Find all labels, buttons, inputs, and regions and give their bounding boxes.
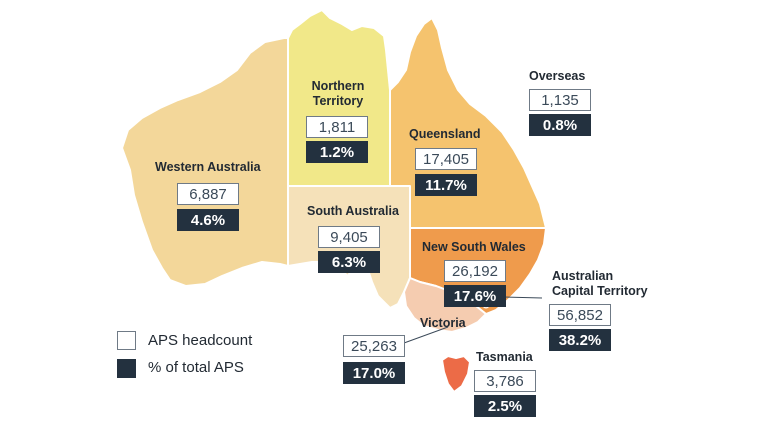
south-australia-headcount: 9,405	[318, 226, 380, 248]
queensland-percent: 11.7%	[415, 174, 477, 196]
tasmania-name: Tasmania	[476, 350, 533, 364]
northern-territory-name: Northern Territory	[311, 79, 365, 108]
overseas-headcount: 1,135	[529, 89, 591, 111]
region-queensland[interactable]	[389, 17, 547, 229]
new-south-wales-percent: 17.6%	[444, 285, 506, 307]
act-headcount: 56,852	[549, 304, 611, 326]
victoria-name: Victoria	[420, 316, 466, 330]
northern-territory-headcount: 1,811	[306, 116, 368, 138]
queensland-headcount: 17,405	[415, 148, 477, 170]
act-name: Australian Capital Territory	[552, 269, 648, 298]
act-percent: 38.2%	[549, 329, 611, 351]
victoria-headcount: 25,263	[343, 335, 405, 357]
legend-percent-label: % of total APS	[148, 359, 244, 376]
victoria-percent: 17.0%	[343, 362, 405, 384]
queensland-name: Queensland	[409, 127, 481, 141]
new-south-wales-name: New South Wales	[422, 240, 526, 254]
western-australia-percent: 4.6%	[177, 209, 239, 231]
south-australia-name: South Australia	[307, 204, 399, 218]
south-australia-percent: 6.3%	[318, 251, 380, 273]
northern-territory-percent: 1.2%	[306, 141, 368, 163]
tasmania-percent: 2.5%	[474, 395, 536, 417]
western-australia-name: Western Australia	[155, 160, 261, 174]
legend-headcount-label: APS headcount	[148, 332, 253, 349]
tasmania-headcount: 3,786	[474, 370, 536, 392]
western-australia-headcount: 6,887	[177, 183, 239, 205]
region-tasmania[interactable]	[441, 355, 471, 393]
legend-percent-swatch	[117, 359, 136, 378]
overseas-name: Overseas	[529, 69, 586, 83]
legend-headcount-swatch	[117, 331, 136, 350]
overseas-percent: 0.8%	[529, 114, 591, 136]
region-western-australia[interactable]	[121, 37, 289, 287]
victoria-leader-line	[403, 326, 449, 344]
new-south-wales-headcount: 26,192	[444, 260, 506, 282]
